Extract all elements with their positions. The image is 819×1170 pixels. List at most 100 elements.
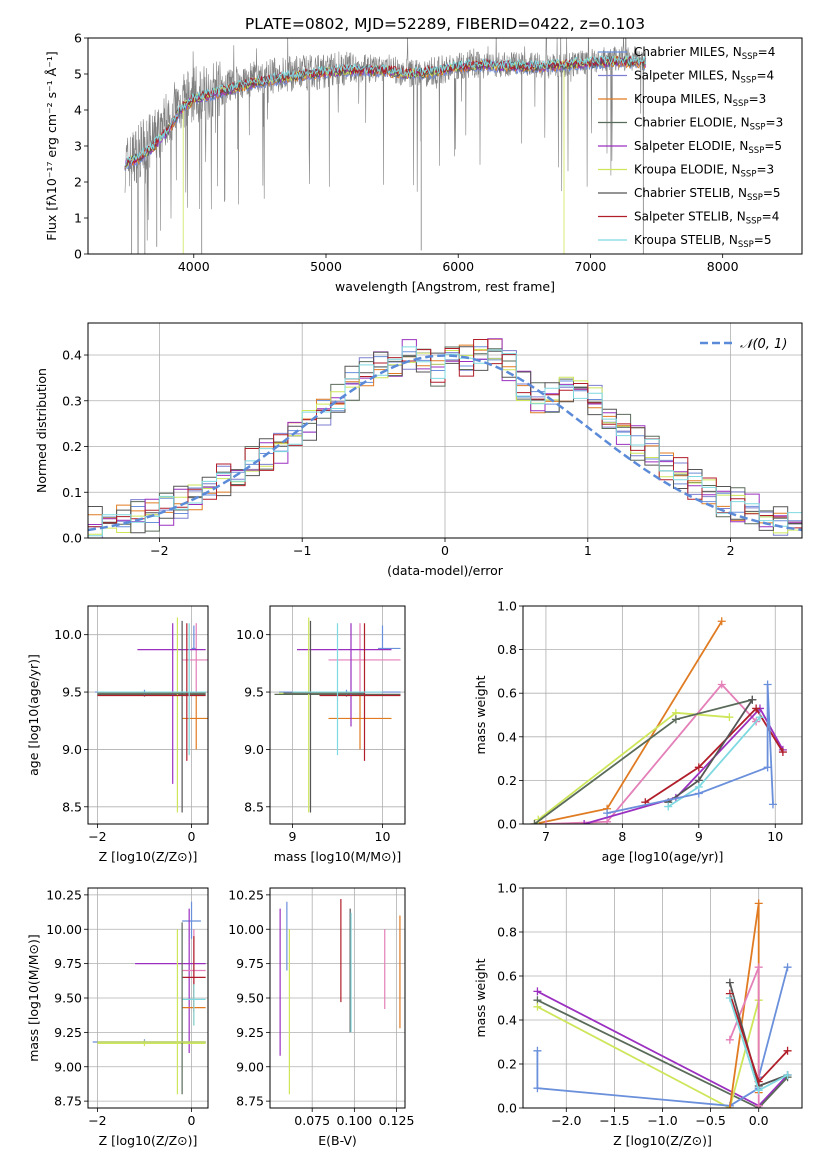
plus-marker bbox=[725, 978, 734, 987]
x-tick-label: 6000 bbox=[442, 259, 474, 274]
y-tick-label: 0 bbox=[74, 247, 82, 262]
y-tick-label: 9.25 bbox=[54, 1025, 82, 1040]
age_vs_mass-plot-area bbox=[274, 617, 401, 813]
spectrum-legend: Chabrier MILES, NSSP=4 Salpeter MILES, NS… bbox=[598, 45, 783, 250]
legend-entry: Salpeter STELIB, NSSP=4 bbox=[634, 210, 779, 227]
plus-marker bbox=[754, 1086, 763, 1095]
mass-weight-line bbox=[606, 684, 774, 814]
x-tick-label: −2 bbox=[88, 1113, 106, 1128]
plus-marker bbox=[725, 713, 734, 722]
x-tick-label: 5000 bbox=[310, 259, 342, 274]
plus-marker bbox=[768, 800, 777, 809]
mass-weight-line bbox=[534, 620, 723, 824]
legend-entry: Kroupa MILES, NSSP=3 bbox=[634, 92, 766, 109]
mass_weight_vs_Z-panel: −2.0 −1.5 −1.0 −0.5 0.0 0.0 0.2 0.4 0.6 0.8 1.0 Z [… bbox=[473, 881, 803, 1148]
y-tick-label: 9.50 bbox=[54, 991, 82, 1006]
y-tick-label: 0.4 bbox=[62, 348, 82, 363]
residuals-plot-area bbox=[88, 338, 802, 538]
axes-frame bbox=[269, 605, 406, 825]
x-tick-label: 0.125 bbox=[379, 1113, 415, 1128]
spectrum-panel: 4000 5000 6000 7000 8000 0 1 2 3 4 5 6 wavelength [A… bbox=[44, 31, 803, 294]
plus-marker bbox=[754, 1101, 763, 1108]
age_vs_mass-panel: 9 10 8.5 9.0 9.5 10.0 mass [log10(M/M⊙)] bbox=[236, 605, 406, 864]
plus-marker bbox=[530, 820, 539, 824]
mass_weight_vs_Z-plot-area bbox=[533, 899, 792, 1108]
x-tick-label: −2 bbox=[88, 829, 106, 844]
plus-marker bbox=[783, 963, 792, 972]
y-tick-label: 9.25 bbox=[236, 1025, 264, 1040]
y-tick-label: 5 bbox=[74, 67, 82, 82]
y-tick-label: 0.3 bbox=[62, 393, 82, 408]
y-tick-label: 10.25 bbox=[46, 887, 82, 902]
mass_vs_Z-panel: −2 0 8.75 9.00 9.25 9.50 9.75 10.00 10.25 Z [log1… bbox=[26, 887, 209, 1148]
plus-marker bbox=[754, 899, 763, 908]
y-tick-label: 0.2 bbox=[62, 439, 82, 454]
plus-marker bbox=[533, 1084, 542, 1093]
mass_weight_vs_age-plot-area bbox=[530, 617, 787, 824]
axes-frame bbox=[87, 887, 209, 1109]
y-tick-label: 0.1 bbox=[62, 485, 82, 500]
plus-marker bbox=[694, 789, 703, 798]
y-tick-label: 9.5 bbox=[244, 685, 264, 700]
legend-entry: Kroupa ELODIE, NSSP=3 bbox=[634, 163, 774, 180]
x-tick-label: −1 bbox=[293, 543, 311, 558]
mass-weight-line bbox=[537, 999, 789, 1108]
y-axis-label: age [log10(age/yr)] bbox=[26, 654, 41, 776]
x-axis-label: mass [log10(M/M⊙)] bbox=[274, 849, 402, 864]
y-tick-label: 8.5 bbox=[244, 799, 264, 814]
x-axis-label: Z [log10(Z/Z⊙)] bbox=[613, 1133, 712, 1148]
y-tick-label: 9.00 bbox=[54, 1059, 82, 1074]
y-tick-label: 0.6 bbox=[497, 686, 517, 701]
y-tick-label: 0.0 bbox=[497, 1101, 517, 1116]
y-tick-label: 0.2 bbox=[497, 1057, 517, 1072]
x-tick-label: 1 bbox=[584, 543, 592, 558]
y-axis-label: Flux [fλ10⁻¹⁷ erg cm⁻² s⁻¹ Å⁻¹] bbox=[44, 51, 59, 240]
y-tick-label: 9.00 bbox=[236, 1059, 264, 1074]
x-axis-label: E(B-V) bbox=[318, 1133, 357, 1148]
y-tick-label: 9.5 bbox=[62, 685, 82, 700]
axes-frame bbox=[522, 887, 803, 1109]
y-tick-label: 2 bbox=[74, 175, 82, 190]
plus-marker bbox=[755, 713, 764, 722]
plus-marker bbox=[725, 994, 734, 1002]
x-tick-label: 0 bbox=[188, 1113, 196, 1128]
y-tick-label: 3 bbox=[74, 139, 82, 154]
y-tick-label: 9.0 bbox=[62, 742, 82, 757]
y-axis-label: mass weight bbox=[473, 675, 488, 754]
x-tick-label: −0.5 bbox=[695, 1113, 725, 1128]
plus-marker bbox=[533, 987, 542, 996]
y-tick-label: 4 bbox=[74, 103, 82, 118]
mass_vs_EBV-panel: 0.075 0.100 0.125 8.75 9.00 9.25 9.50 9.75 10.00… bbox=[228, 887, 414, 1148]
y-axis-label: Normed distribution bbox=[34, 368, 49, 493]
x-axis-label: Z [log10(Z/Z⊙)] bbox=[99, 849, 198, 864]
x-axis-label: (data-model)/error bbox=[387, 563, 504, 578]
x-tick-label: 7 bbox=[542, 829, 550, 844]
mass_vs_Z-plot-area bbox=[92, 901, 206, 1095]
plus-marker bbox=[717, 617, 726, 626]
y-tick-label: 8.75 bbox=[236, 1094, 264, 1109]
x-tick-label: 8 bbox=[618, 829, 626, 844]
axes-frame bbox=[87, 37, 803, 255]
legend-entry: Chabrier ELODIE, NSSP=3 bbox=[634, 116, 783, 133]
legend-entry: 𝒩(0, 1) bbox=[740, 337, 787, 352]
x-axis-label: age [log10(age/yr)] bbox=[602, 849, 724, 864]
x-tick-label: 9 bbox=[289, 829, 297, 844]
y-tick-label: 10.25 bbox=[228, 887, 264, 902]
x-tick-label: 0 bbox=[188, 829, 196, 844]
x-tick-label: −1.0 bbox=[647, 1113, 677, 1128]
y-tick-label: 9.0 bbox=[244, 742, 264, 757]
plus-marker bbox=[603, 817, 612, 824]
y-tick-label: 0.0 bbox=[62, 531, 82, 546]
normal-distribution-curve bbox=[88, 354, 802, 532]
spectrum-plot-area bbox=[124, 38, 647, 254]
plus-marker bbox=[580, 820, 589, 824]
mass-weight-line bbox=[536, 966, 789, 1107]
y-tick-label: 6 bbox=[74, 31, 82, 46]
x-tick-label: −2.0 bbox=[551, 1113, 581, 1128]
x-tick-label: 9 bbox=[695, 829, 703, 844]
y-tick-label: 10.00 bbox=[228, 922, 264, 937]
model-spectrum-line bbox=[124, 55, 646, 167]
model-spectrum-line bbox=[124, 54, 646, 167]
mass_weight_vs_age-panel: 7 8 9 10 0.0 0.2 0.4 0.6 0.8 1.0 age [log10(age/yr… bbox=[473, 599, 803, 864]
